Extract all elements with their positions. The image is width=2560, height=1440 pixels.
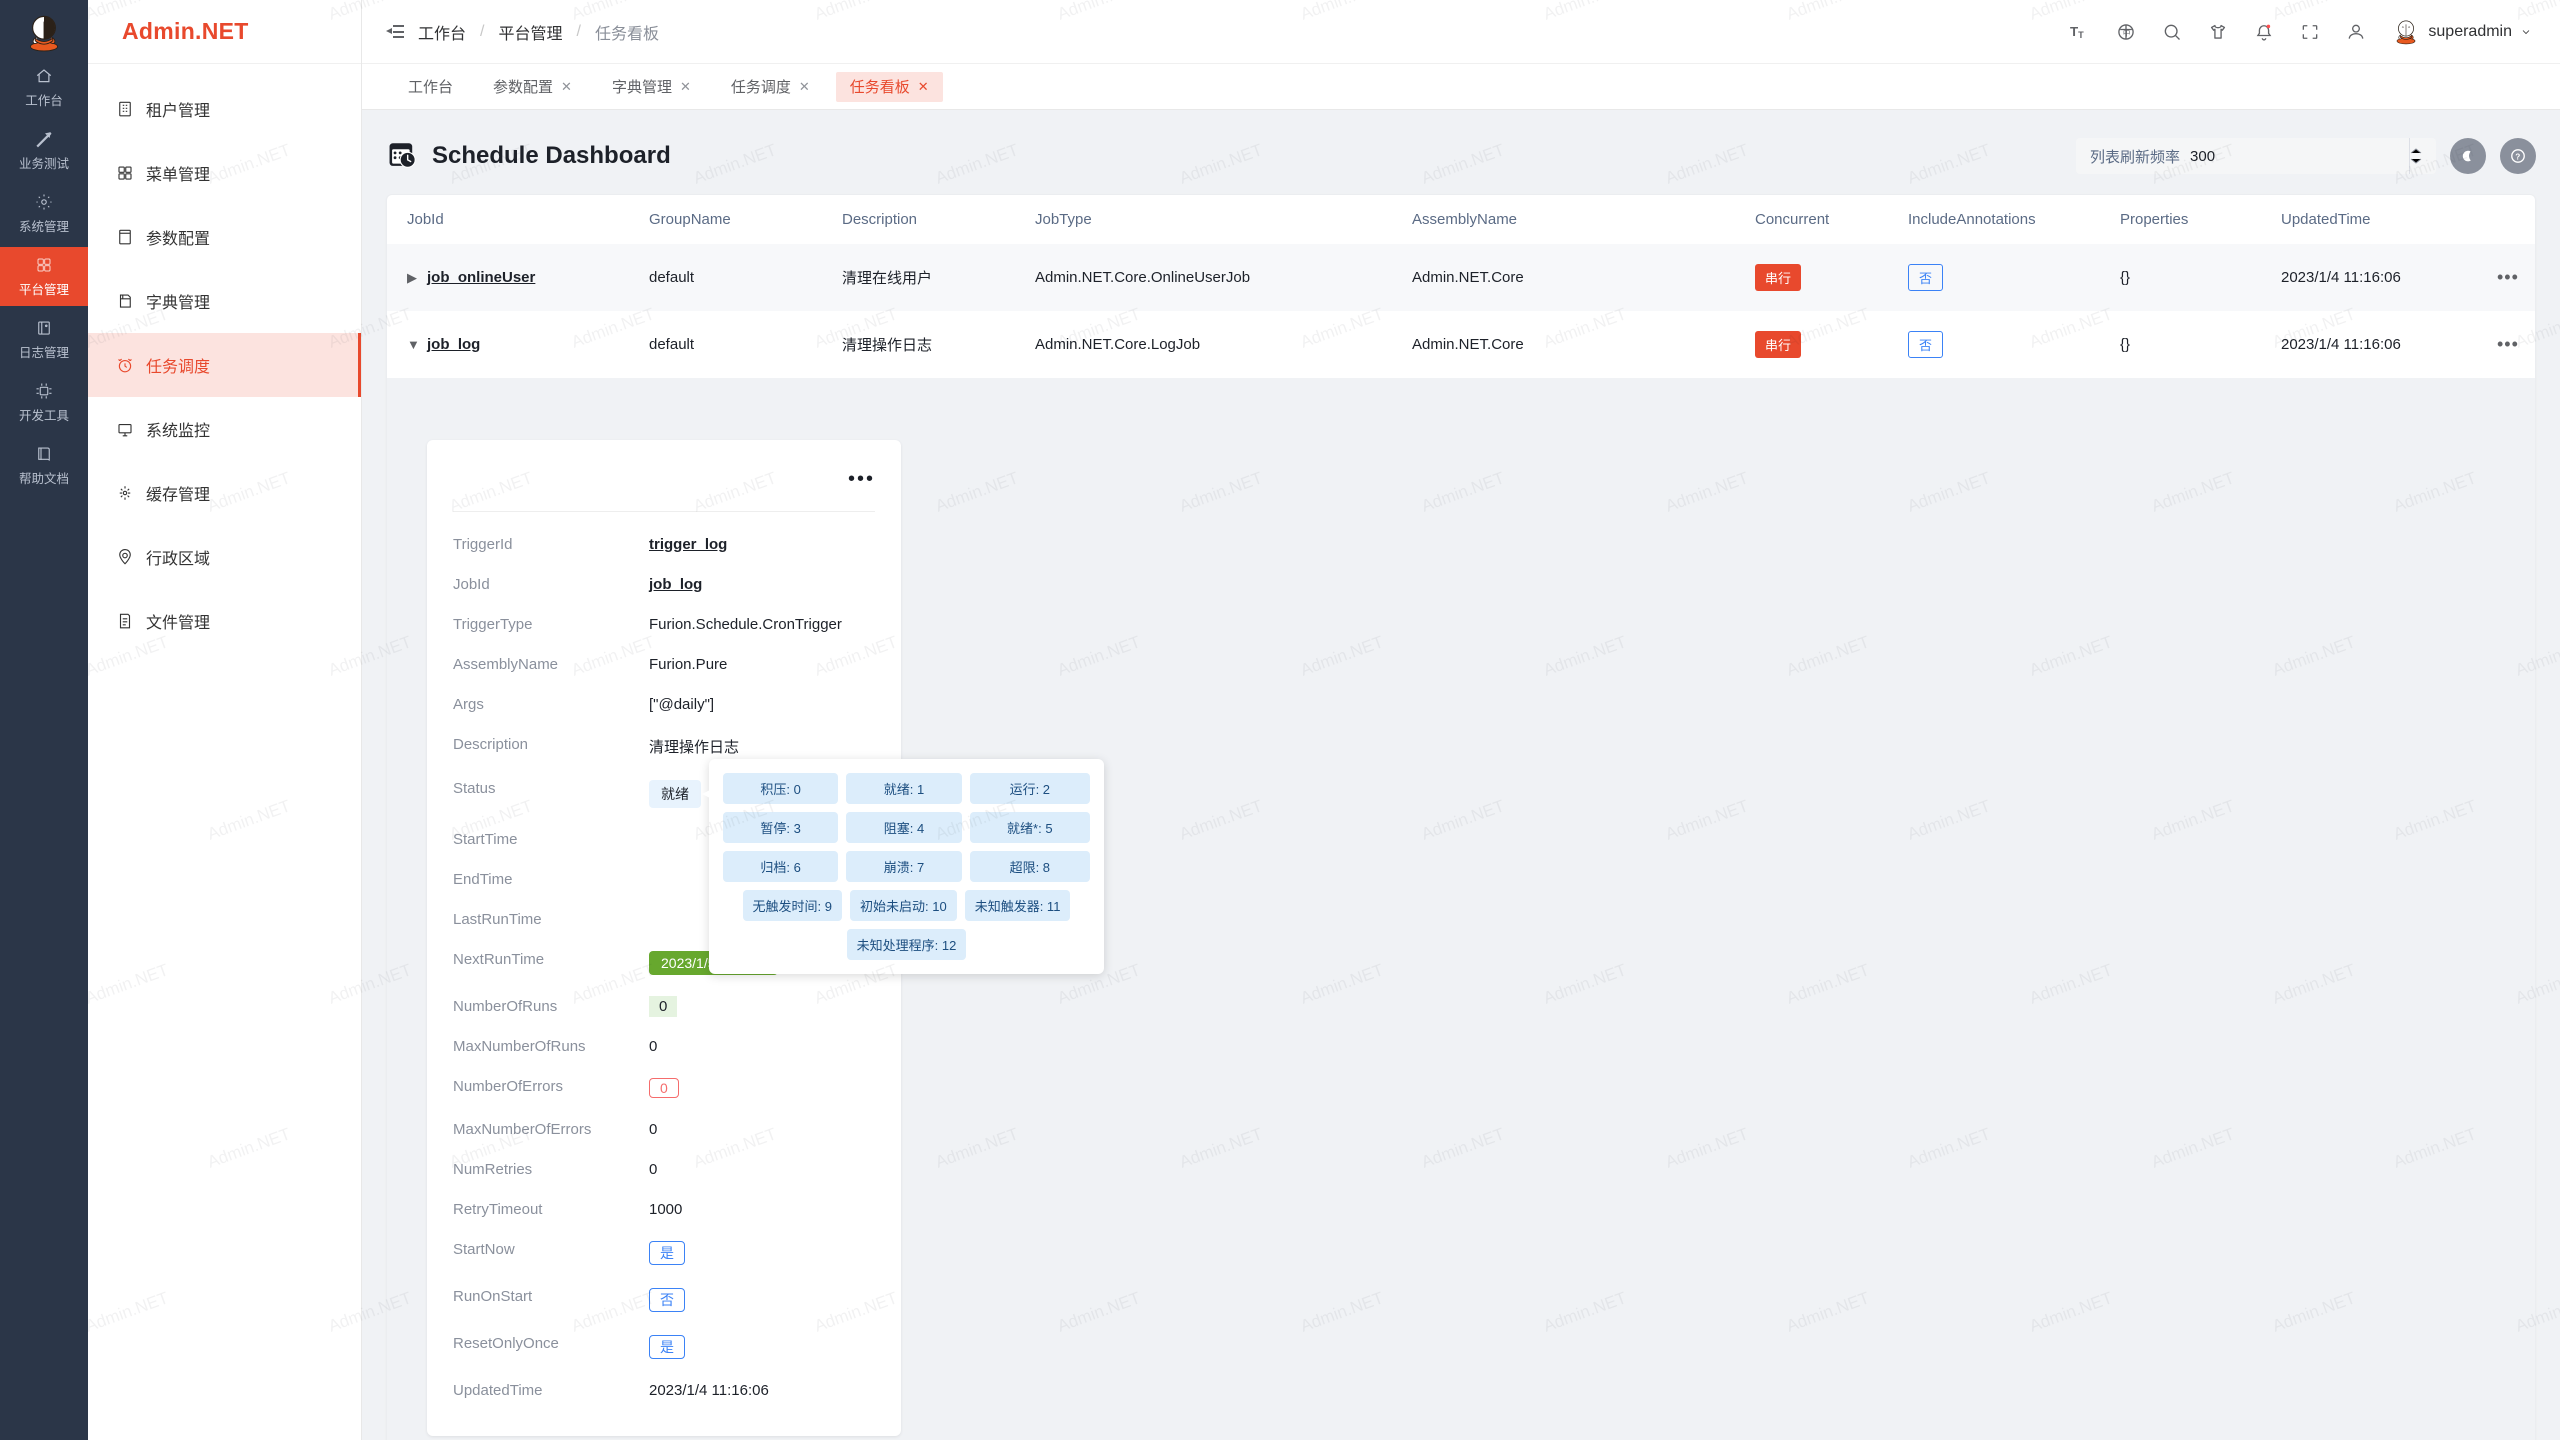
svg-text:?: ? <box>2515 152 2520 161</box>
svg-text:TT: TT <box>2070 24 2084 40</box>
svg-text:中: 中 <box>2123 27 2131 37</box>
